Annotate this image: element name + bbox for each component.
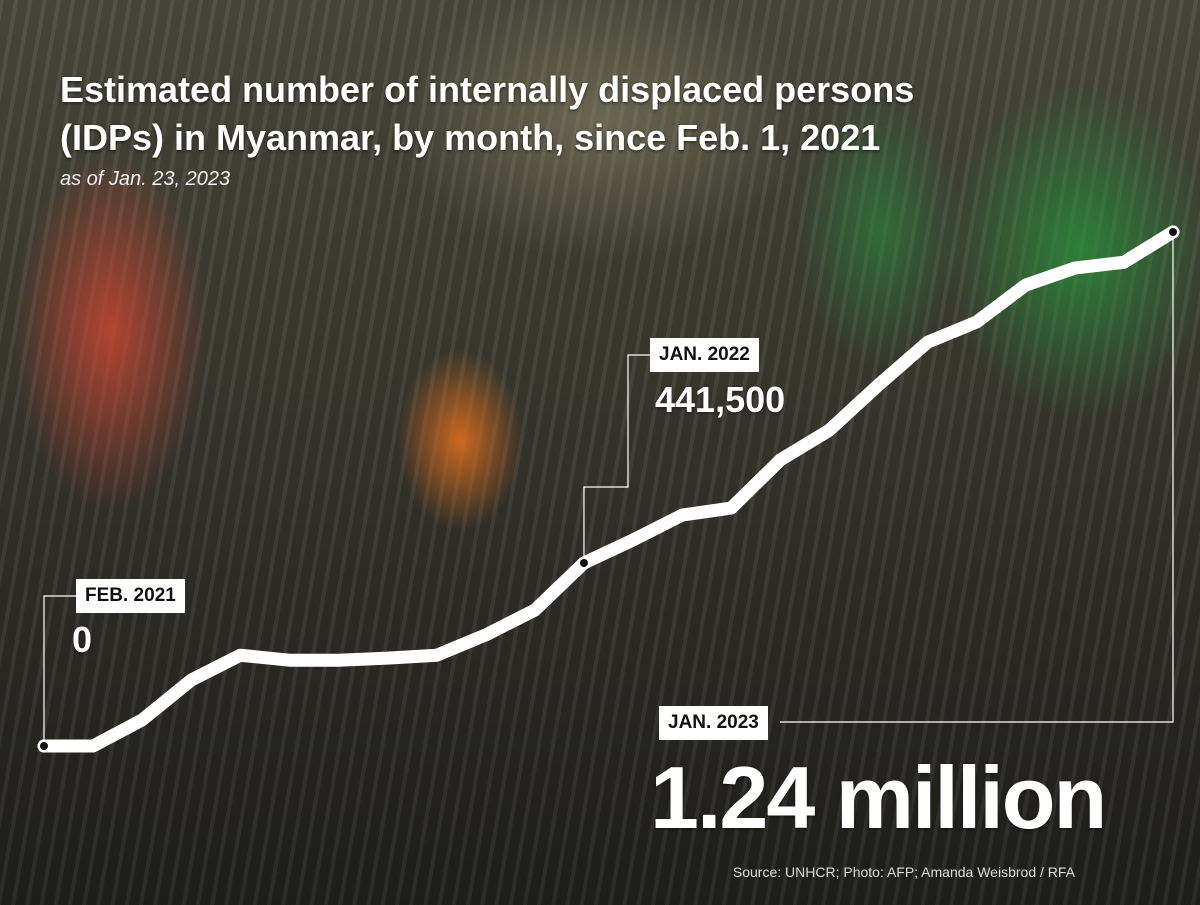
annotation-value-jan-2022: 441,500 [655,379,786,420]
leader-line-feb-2021 [43,595,76,746]
data-point-center-2021-02 [40,742,48,750]
source-credit: Source: UNHCR; Photo: AFP; Amanda Weisbr… [732,864,1075,880]
annotation-value-jan-2023: 1.24 million [650,748,1107,847]
annotation-label-jan-2022: JAN. 2022 [650,338,759,372]
series-line [37,225,1180,753]
data-point-center-2022-01 [579,558,588,567]
chart-title: Estimated number of internally displaced… [60,69,915,158]
chart-subtitle: as of Jan. 23, 2023 [60,168,231,190]
data-point-center-2023-01 [1169,228,1177,236]
leader-line-jan-2023 [780,232,1174,723]
leader-line-jan-2022 [583,354,650,563]
annotation-value-feb-2021: 0 [72,619,93,660]
annotation-label-feb-2021: FEB. 2021 [76,579,185,613]
annotation-label-jan-2023: JAN. 2023 [659,706,768,740]
chart-header: Estimated number of internally displaced… [60,66,940,192]
